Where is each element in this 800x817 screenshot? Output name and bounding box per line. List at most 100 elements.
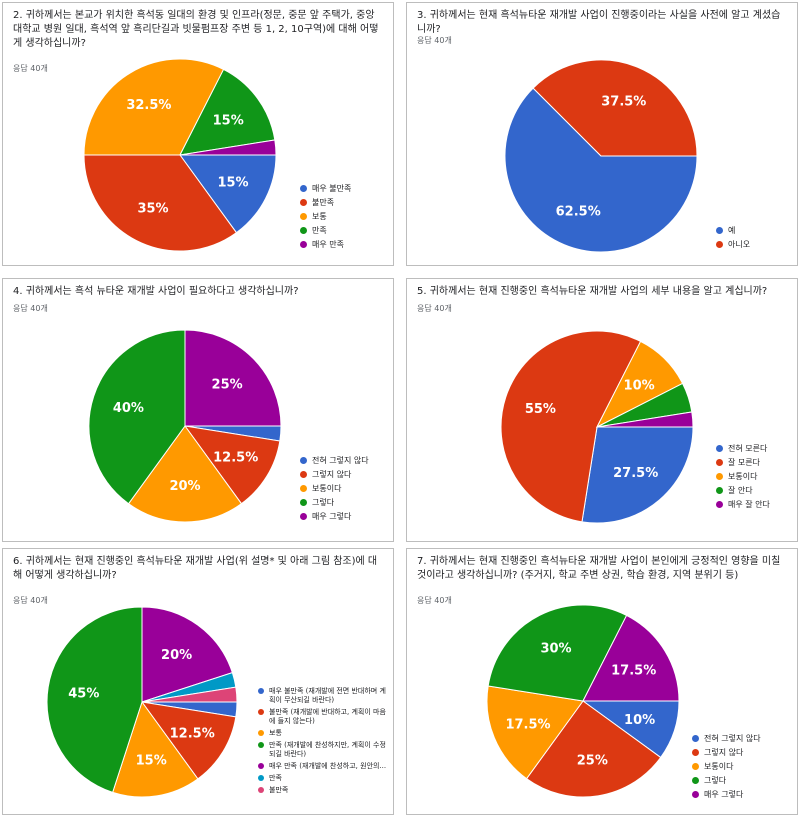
legend-label: 만족 (재개발에 찬성하지만, 계획이 수정되길 바란다) xyxy=(269,741,386,758)
legend-label: 보통이다 xyxy=(728,472,758,481)
legend-label: 전혀 모른다 xyxy=(728,444,768,453)
legend-swatch xyxy=(716,501,723,508)
legend-swatch xyxy=(258,709,264,715)
legend-swatch xyxy=(258,763,264,769)
legend-item: 불만족 (재개발에 반대하고, 계획이 마음에 들지 않는다) xyxy=(258,708,390,726)
slice-label: 35% xyxy=(137,202,168,217)
legend-label: 매우 만족 xyxy=(312,240,344,249)
legend-label: 그렇다 xyxy=(704,776,727,785)
slice-label: 25% xyxy=(212,377,243,392)
slice-label: 10% xyxy=(624,378,655,393)
slice-label: 20% xyxy=(169,479,200,494)
legend-label: 만족 xyxy=(269,774,282,782)
pie-slice xyxy=(141,606,233,703)
question-title: 3. 귀하께서는 현재 흑석뉴타운 재개발 사업이 진행중이라는 사실을 사전에… xyxy=(417,10,781,35)
legend-item: 불만족 xyxy=(258,786,390,795)
legend-item: 그렇다 xyxy=(692,775,792,786)
legend-item: 매우 그렇다 xyxy=(692,789,792,800)
slice-label: 30% xyxy=(540,642,571,657)
legend-label: 아니오 xyxy=(728,240,751,249)
legend-swatch xyxy=(300,513,307,520)
question-title: 5. 귀하께서는 현재 진행중인 흑석뉴타운 재개발 사업의 세부 내용을 알고… xyxy=(417,286,768,297)
response-count: 응답 40개 xyxy=(417,596,452,605)
card-q4: 4. 귀하께서는 흑석 뉴타운 재개발 사업이 필요하다고 생각하십니까? 응답… xyxy=(2,278,394,542)
question-title: 4. 귀하께서는 흑석 뉴타운 재개발 사업이 필요하다고 생각하십니까? xyxy=(13,286,299,297)
legend-item: 만족 xyxy=(258,774,390,783)
pie-slice xyxy=(179,154,277,234)
question-title: 2. 귀하께서는 본교가 위치한 흑석동 일대의 환경 및 인프라(정문, 중문… xyxy=(13,10,379,49)
legend-item: 전혀 그렇지 않다 xyxy=(300,455,392,466)
pie-slice xyxy=(184,329,282,427)
pie-slice xyxy=(179,68,276,156)
pie-chart: 10% 25% 17.5% 30% 17.5% xyxy=(486,604,680,798)
pie-slice xyxy=(500,330,642,523)
legend-item: 매우 그렇다 xyxy=(300,511,392,522)
legend-item: 보통 xyxy=(258,729,390,738)
pie-slice xyxy=(183,425,281,505)
response-count: 응답 40개 xyxy=(13,304,48,313)
slice-label: 17.5% xyxy=(611,663,656,678)
legend-swatch xyxy=(716,473,723,480)
legend-label: 매우 그렇다 xyxy=(312,512,352,521)
legend-item: 매우 만족 (재개발에 찬성하고, 원안의... xyxy=(258,762,390,771)
response-count: 응답 40개 xyxy=(13,64,48,73)
legend-swatch xyxy=(258,787,264,793)
legend-swatch xyxy=(258,730,264,736)
card-q7: 7. 귀하께서는 현재 진행중인 흑석뉴타운 재개발 사업이 본인에게 긍정적인… xyxy=(406,548,798,815)
legend-label: 보통 xyxy=(269,729,282,737)
legend-label: 만족 xyxy=(312,226,327,235)
legend-item: 아니오 xyxy=(716,239,796,250)
slice-label: 17.5% xyxy=(505,717,550,732)
legend-label: 매우 잘 안다 xyxy=(728,500,770,509)
card-q5: 5. 귀하께서는 현재 진행중인 흑석뉴타운 재개발 사업의 세부 내용을 알고… xyxy=(406,278,798,542)
legend-swatch xyxy=(716,227,723,234)
legend-swatch xyxy=(300,241,307,248)
legend-item: 보통이다 xyxy=(300,483,392,494)
legend: 전혀 그렇지 않다 그렇지 않다 보통이다 그렇다 매우 그렇다 xyxy=(692,733,792,803)
slice-label: 45% xyxy=(68,686,99,701)
pie-slice xyxy=(46,606,143,793)
legend: 매우 불만족 불만족 보통 만족 매우 만족 xyxy=(300,183,390,253)
legend-label: 매우 불만족 (재개발에 전면 반대하며 계획이 무산되길 바란다) xyxy=(269,687,386,704)
pie-slice xyxy=(88,329,186,505)
legend-item: 보통 xyxy=(300,211,390,222)
legend-item: 그렇지 않다 xyxy=(300,469,392,480)
legend-label: 잘 모른다 xyxy=(728,458,760,467)
legend-swatch xyxy=(716,445,723,452)
slice-label: 25% xyxy=(577,753,608,768)
pie-slice xyxy=(127,425,243,523)
legend-label: 그렇지 않다 xyxy=(312,470,352,479)
legend-label: 전혀 그렇지 않다 xyxy=(704,734,761,743)
legend-swatch xyxy=(258,688,264,694)
slice-label: 15% xyxy=(136,754,167,769)
question-title: 6. 귀하께서는 현재 진행중인 흑석뉴타운 재개발 사업(위 설명* 및 아래… xyxy=(13,556,378,581)
legend-item: 매우 잘 안다 xyxy=(716,499,796,510)
card-q2: 2. 귀하께서는 본교가 위치한 흑석동 일대의 환경 및 인프라(정문, 중문… xyxy=(2,2,394,266)
legend-swatch xyxy=(716,241,723,248)
pie-slice xyxy=(179,139,277,156)
slice-label: 62.5% xyxy=(556,205,601,220)
pie-slice xyxy=(83,154,238,252)
slice-label: 40% xyxy=(113,401,144,416)
card-q6: 6. 귀하께서는 현재 진행중인 흑석뉴타운 재개발 사업(위 설명* 및 아래… xyxy=(2,548,394,815)
legend-item: 보통이다 xyxy=(716,471,796,482)
legend-swatch xyxy=(692,791,699,798)
legend-item: 전혀 그렇지 않다 xyxy=(692,733,792,744)
pie-slice xyxy=(596,411,694,428)
pie-chart: 12.5%15% 45% 20% xyxy=(46,606,238,798)
pie-chart: 15% 35% 32.5% 15% xyxy=(83,58,277,252)
legend-label: 잘 안다 xyxy=(728,486,753,495)
legend-label: 불만족 (재개발에 반대하고, 계획이 마음에 들지 않는다) xyxy=(269,708,386,725)
legend-item: 만족 (재개발에 찬성하지만, 계획이 수정되길 바란다) xyxy=(258,741,390,759)
legend-swatch xyxy=(300,227,307,234)
pie-slice xyxy=(525,700,662,798)
pie-chart: 12.5% 20% 40% 25% xyxy=(88,329,282,523)
legend-item: 매우 불만족 xyxy=(300,183,390,194)
slice-label: 12.5% xyxy=(213,451,258,466)
pie-slice xyxy=(140,701,237,780)
card-q3: 3. 귀하께서는 현재 흑석뉴타운 재개발 사업이 진행중이라는 사실을 사전에… xyxy=(406,2,798,266)
slice-label: 20% xyxy=(161,648,192,663)
response-count: 응답 40개 xyxy=(417,36,452,45)
pie-slice xyxy=(532,59,698,157)
